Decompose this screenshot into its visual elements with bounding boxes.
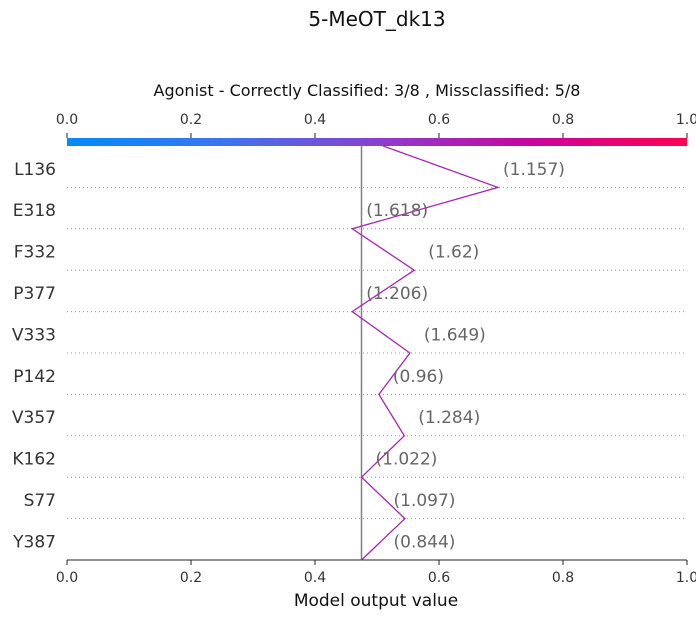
chart-subtitle: Agonist - Correctly Classified: 3/8 , Mi… (154, 81, 581, 100)
colorbar-tick-label: 0.0 (56, 112, 78, 128)
colorbar-tick-label: 0.2 (180, 112, 202, 128)
feature-value-label: (1.022) (376, 450, 438, 470)
colorbar-tick-label: 1.0 (676, 112, 696, 128)
feature-value-label: (0.96) (393, 367, 444, 387)
feature-value-label: (1.284) (418, 408, 480, 428)
feature-value-label: (1.649) (424, 325, 486, 345)
feature-value-label: (1.618) (366, 201, 428, 221)
feature-label: L136 (14, 160, 56, 180)
feature-label: P377 (13, 284, 56, 304)
feature-label: V333 (12, 325, 56, 345)
colorbar-tick-label: 0.8 (552, 112, 574, 128)
x-tick-label: 0.0 (56, 570, 78, 586)
x-tick-label: 0.4 (304, 570, 326, 586)
feature-value-label: (1.097) (394, 491, 456, 511)
x-tick-label: 0.6 (428, 570, 450, 586)
colorbar-tick-label: 0.6 (428, 112, 450, 128)
feature-label: F332 (14, 243, 56, 263)
feature-label: V357 (12, 408, 56, 428)
feature-label: E318 (13, 201, 56, 221)
feature-label: K162 (12, 450, 56, 470)
decision-line (350, 145, 501, 561)
x-tick-label: 1.0 (676, 570, 696, 586)
x-tick-label: 0.8 (552, 570, 574, 586)
x-axis-label: Model output value (294, 591, 458, 611)
colorbar-tick-label: 0.4 (304, 112, 326, 128)
feature-value-label: (1.62) (428, 243, 479, 263)
chart-title: 5-MeOT_dk13 (308, 7, 445, 31)
feature-value-label: (1.206) (366, 284, 428, 304)
feature-label: Y387 (12, 532, 56, 552)
x-tick-label: 0.2 (180, 570, 202, 586)
feature-label: S77 (24, 491, 56, 511)
feature-value-label: (1.157) (503, 160, 565, 180)
feature-label: P142 (13, 367, 56, 387)
feature-value-label: (0.844) (394, 532, 456, 552)
colorbar (67, 138, 687, 146)
